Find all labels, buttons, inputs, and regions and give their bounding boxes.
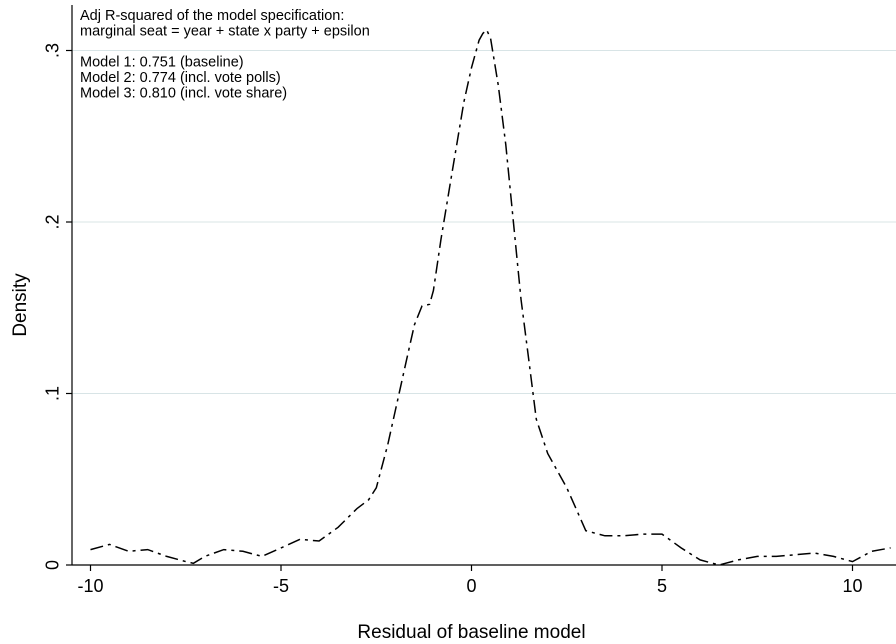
- y-tick-label: .3: [42, 43, 62, 58]
- x-axis-title: Residual of baseline model: [357, 622, 585, 643]
- annotation-line: Model 1: 0.751 (baseline): [80, 55, 244, 71]
- x-tick-label: 10: [842, 576, 862, 596]
- x-axis-ticks: -10 -5 0 5 10: [77, 565, 863, 596]
- y-tick-label: .2: [42, 214, 62, 229]
- annotation-line: Adj R-squared of the model specification…: [80, 8, 344, 24]
- y-axis-title: Density: [10, 273, 31, 337]
- annotation-line: marginal seat = year + state x party + e…: [80, 24, 370, 40]
- x-tick-label: -10: [77, 576, 103, 596]
- y-tick-label: 0: [42, 560, 62, 570]
- gridlines: [72, 50, 896, 394]
- y-axis-ticks: 0 .1 .2 .3: [42, 43, 72, 570]
- y-tick-label: .1: [42, 386, 62, 401]
- annotation-line: Model 2: 0.774 (incl. vote polls): [80, 70, 281, 86]
- annotation-line: Model 3: 0.810 (incl. vote share): [80, 86, 287, 102]
- x-tick-label: 0: [466, 576, 476, 596]
- x-tick-label: -5: [273, 576, 289, 596]
- annotation-block: Adj R-squared of the model specification…: [80, 8, 370, 102]
- x-tick-label: 5: [657, 576, 667, 596]
